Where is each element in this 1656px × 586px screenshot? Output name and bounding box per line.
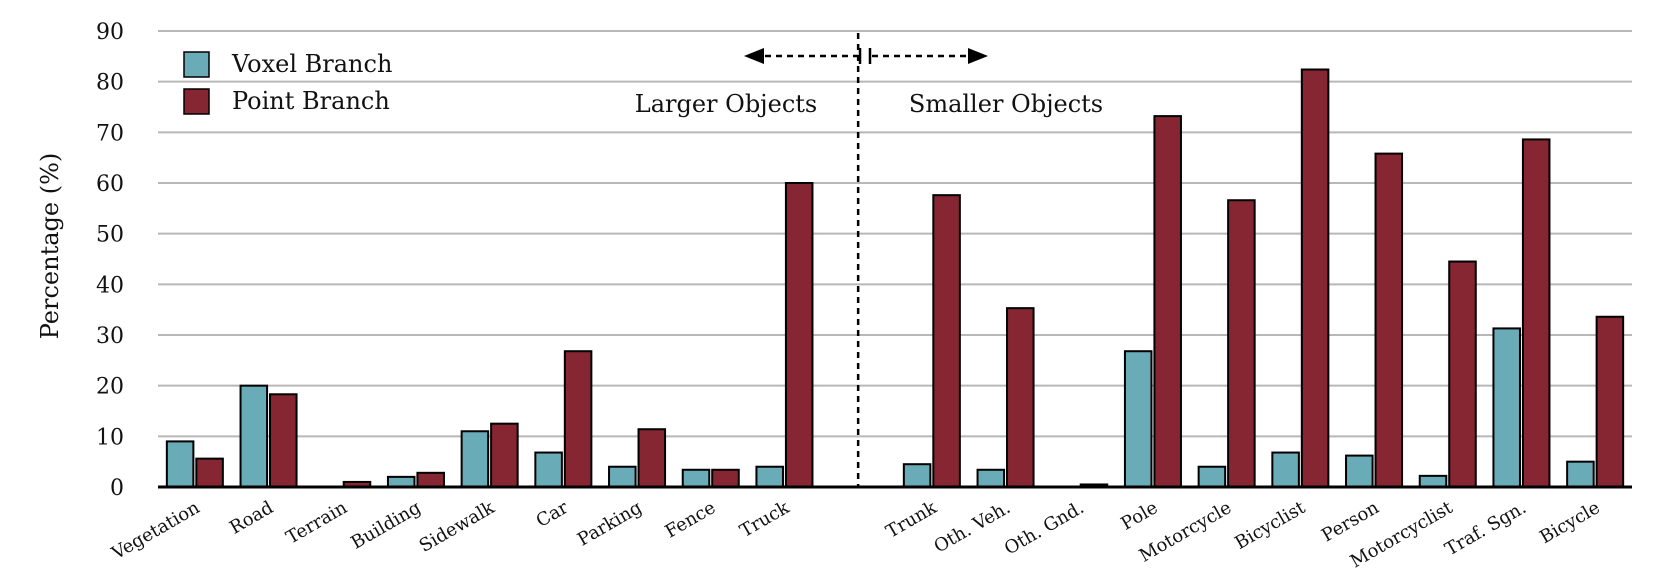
y-tick-labels: 0 10 20 30 40 50 60 70 80 90 [96, 20, 124, 501]
category-label: Bicyclist [1231, 497, 1309, 554]
voxel-bar-sidewalk [460, 430, 490, 488]
y-axis-label: Percentage (%) [36, 153, 64, 340]
size-arrows [744, 48, 988, 64]
category-label: Bicycle [1536, 497, 1603, 548]
voxel-bar-bicyclist [1271, 451, 1300, 488]
voxel-bar-building [386, 475, 416, 489]
category-label: Truck [736, 497, 794, 542]
y-tick-label: 40 [96, 273, 124, 298]
y-tick-label: 20 [96, 375, 124, 400]
point-bar-pole [1153, 115, 1182, 489]
legend-swatch-point [183, 88, 210, 115]
category-label: Building [347, 497, 424, 554]
point-bar-trunk [932, 194, 961, 488]
y-tick-label: 10 [96, 425, 124, 450]
voxel-bar-parking [608, 465, 637, 489]
voxel-bar-fence [681, 468, 711, 489]
voxel-bar-pole [1123, 350, 1153, 489]
category-label: Parking [574, 497, 645, 550]
smaller-objects-label: Smaller Objects [909, 90, 1103, 118]
category-label: Vegetation [107, 497, 203, 565]
y-tick-label: 0 [110, 476, 124, 501]
larger-objects-label: Larger Objects [635, 90, 817, 118]
category-label: Car [533, 497, 573, 532]
y-tick-label: 30 [96, 324, 124, 349]
point-bar-traf-sgn [1521, 138, 1551, 488]
category-label: Traf. Sgn. [1442, 497, 1530, 560]
point-bar-fence [711, 468, 740, 489]
category-label: Road [226, 497, 277, 539]
point-bar-bicycle [1595, 315, 1625, 489]
point-bar-building [416, 471, 445, 488]
point-bar-motorcycle [1227, 199, 1256, 489]
y-tick-label: 50 [96, 223, 124, 248]
category-label: Trunk [882, 497, 941, 543]
point-bar-car [563, 350, 593, 489]
point-bar-vegetation [195, 457, 224, 489]
y-tick-label: 70 [96, 121, 124, 146]
legend-swatch-voxel [183, 51, 210, 78]
voxel-bar-trunk [902, 463, 932, 489]
category-label: Oth. Gnd. [1001, 497, 1088, 559]
bars [165, 68, 1625, 489]
legend-label-point: Point Branch [232, 87, 390, 115]
voxel-bar-truck [755, 465, 784, 489]
y-tick-label: 80 [96, 71, 124, 96]
voxel-bar-bicycle [1566, 460, 1595, 488]
point-bar-motorcyclist [1448, 260, 1477, 488]
legend: Voxel Branch Point Branch [183, 50, 392, 115]
voxel-bar-motorcyclist [1418, 474, 1448, 488]
category-label: Terrain [283, 497, 351, 549]
point-bar-person [1374, 152, 1404, 488]
voxel-bar-oth-veh [976, 468, 1006, 489]
voxel-bar-person [1345, 454, 1374, 489]
category-label: Oth. Veh. [931, 497, 1015, 557]
point-bar-parking [637, 428, 667, 488]
y-tick-label: 90 [96, 20, 124, 45]
category-label: Fence [662, 497, 720, 542]
right-arrowhead [968, 48, 988, 64]
voxel-bar-vegetation [165, 440, 195, 488]
point-bar-sidewalk [490, 422, 519, 488]
category-label: Sidewalk [416, 497, 499, 557]
left-arrowhead [744, 48, 764, 64]
voxel-bar-traf-sgn [1492, 327, 1521, 488]
y-tick-label: 60 [96, 172, 124, 197]
legend-label-voxel: Voxel Branch [231, 50, 392, 78]
voxel-bar-road [239, 384, 269, 488]
voxel-bar-motorcycle [1197, 465, 1227, 489]
category-label: Pole [1117, 497, 1161, 535]
point-bar-bicyclist [1300, 68, 1330, 489]
point-bar-oth-veh [1006, 307, 1035, 488]
gridlines [158, 30, 1632, 438]
point-bar-truck [784, 182, 814, 488]
voxel-bar-car [534, 451, 563, 488]
point-bar-road [269, 393, 298, 488]
